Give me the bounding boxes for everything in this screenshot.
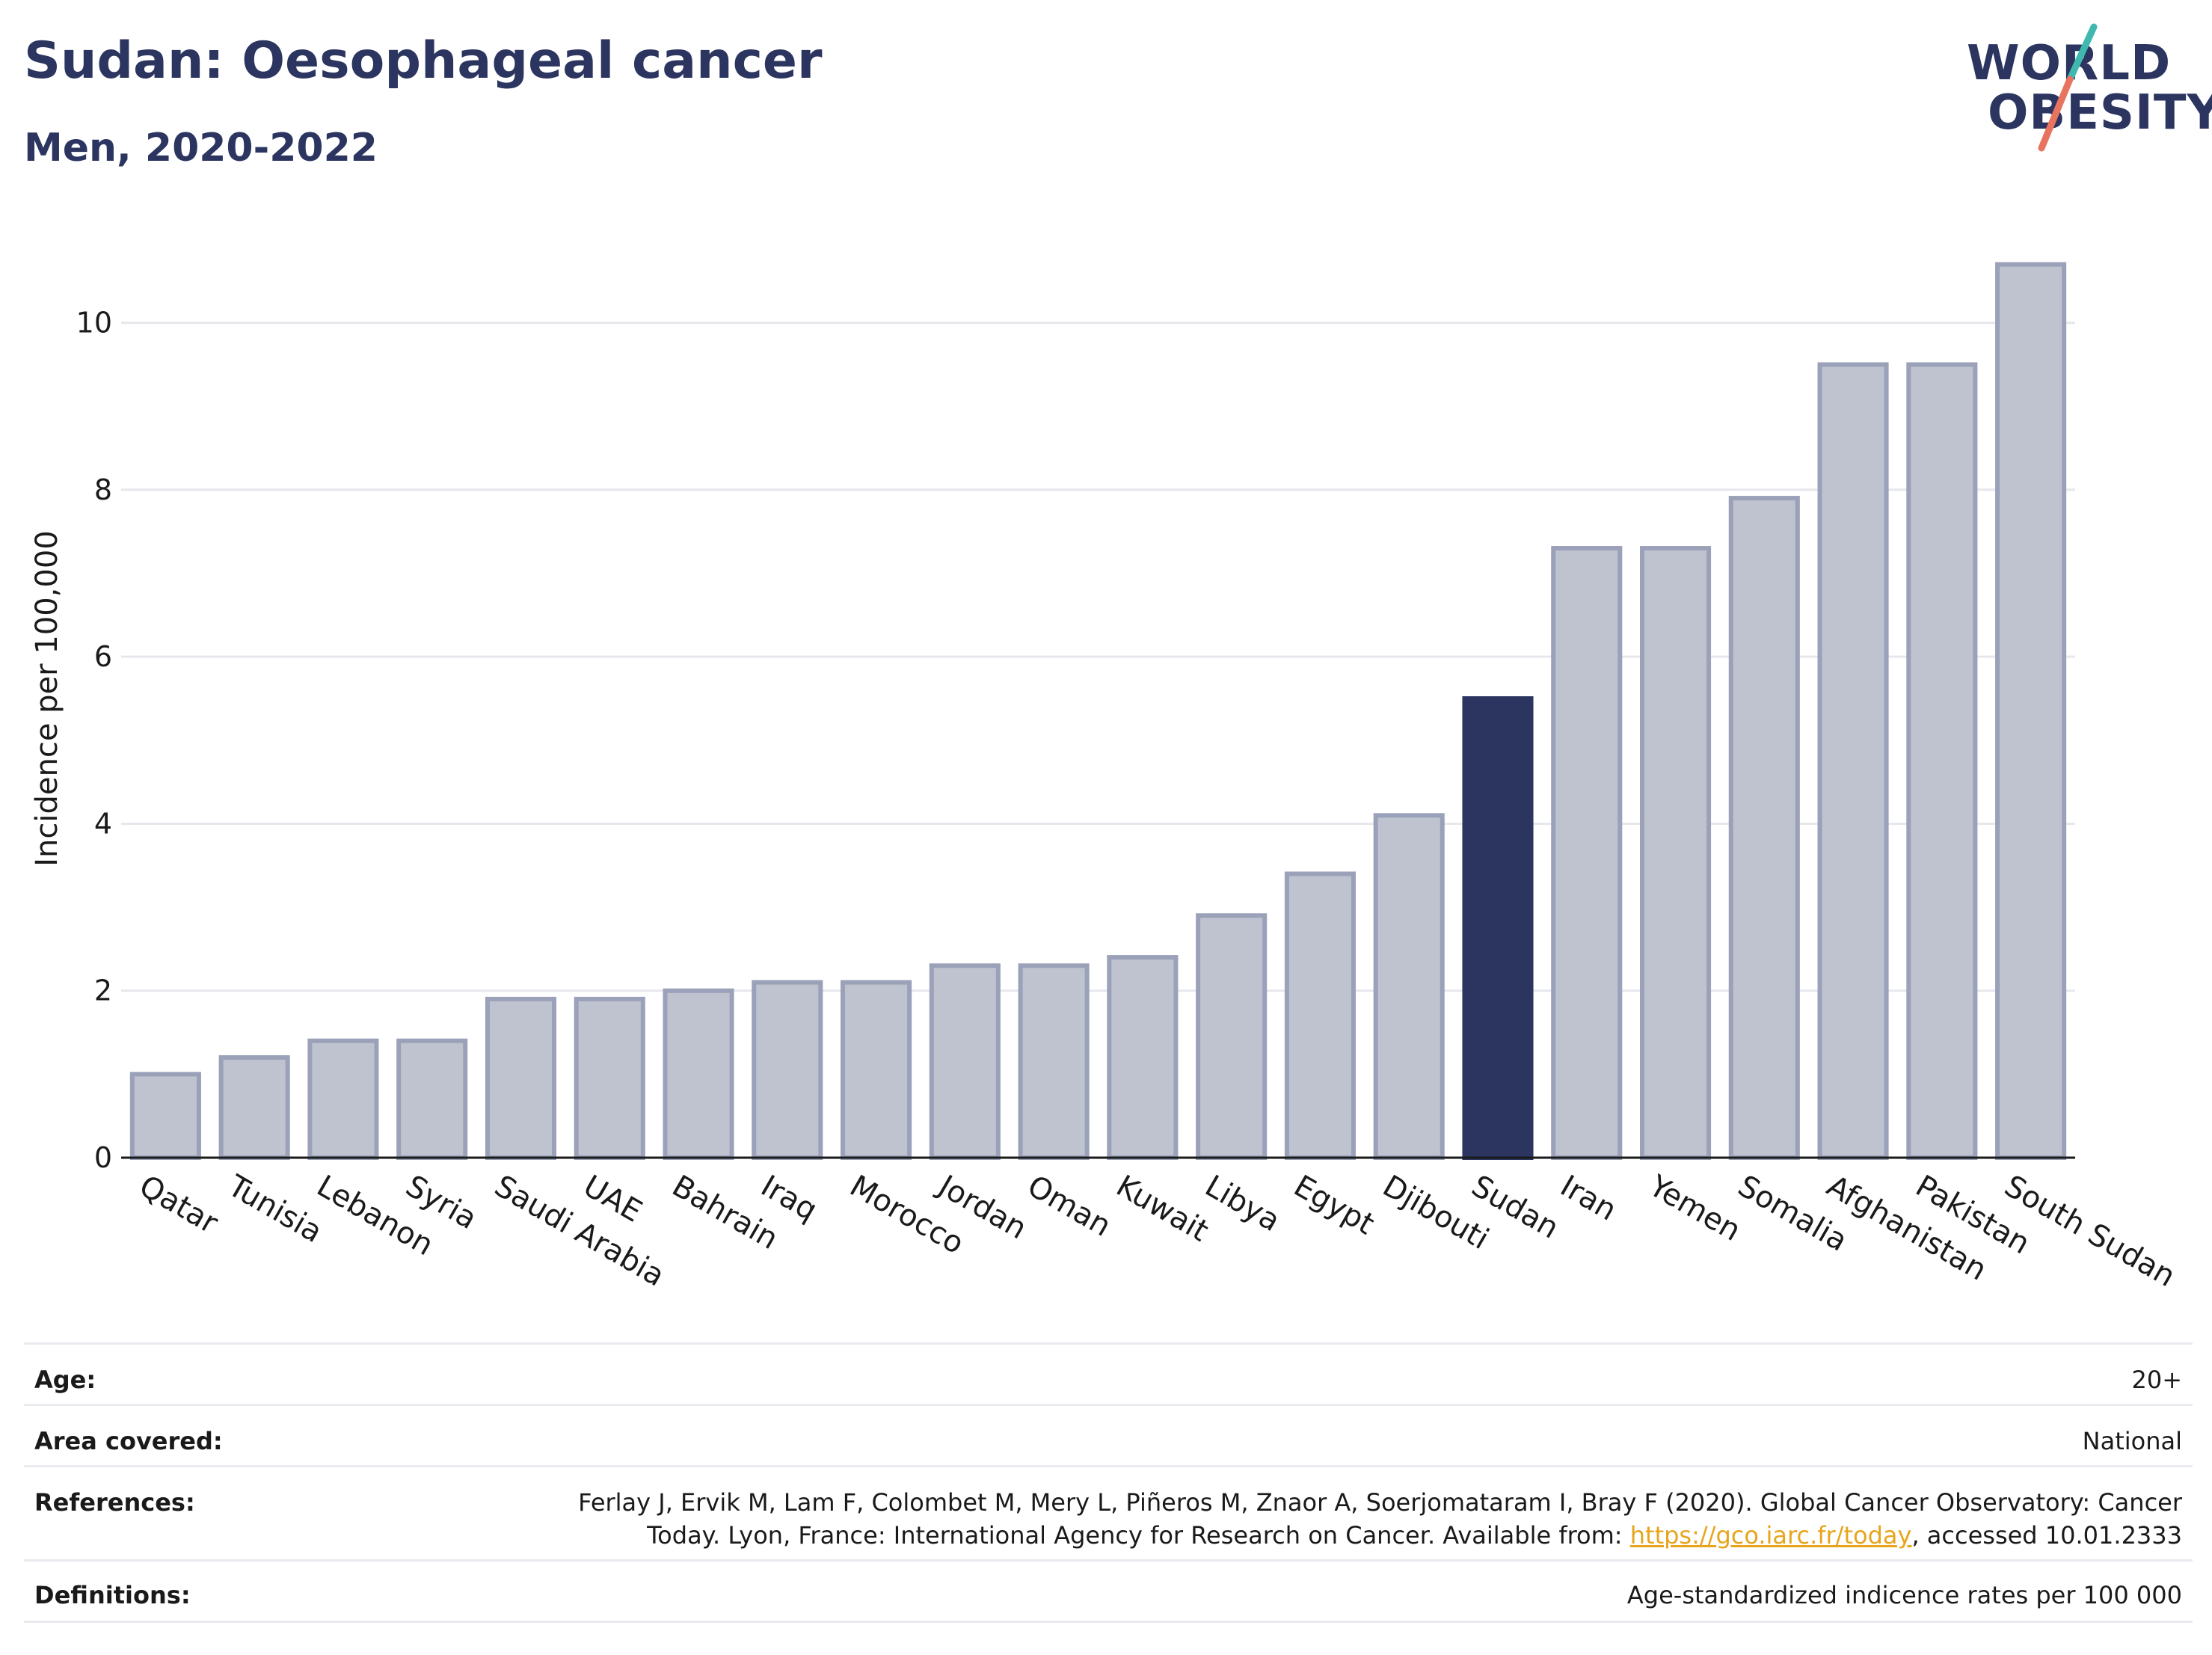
bar-afghanistan — [1817, 362, 1889, 1160]
y-tick-label: 0 — [94, 1141, 112, 1174]
y-tick-label: 8 — [94, 473, 112, 506]
references-line-2-pre: Today. Lyon, France: International Agenc… — [647, 1521, 1630, 1550]
bar-libya — [1196, 913, 1268, 1160]
bar-bahrain — [663, 988, 734, 1161]
meta-row-definitions: Definitions: Age-standardized indicence … — [24, 1559, 2193, 1623]
bar-jordan — [929, 963, 1001, 1160]
x-tick-label: Yemen — [1643, 1168, 1747, 1248]
bar-iraq — [752, 980, 823, 1160]
definitions-label: Definitions: — [34, 1581, 191, 1609]
bar-egypt — [1284, 871, 1356, 1160]
x-tick-label: Oman — [1021, 1169, 1116, 1244]
bar-sudan — [1462, 696, 1534, 1160]
area-label: Area covered: — [34, 1427, 223, 1455]
references-label: References: — [34, 1488, 195, 1517]
bar-oman — [1018, 963, 1090, 1160]
meta-row-age: Age: 20+ — [24, 1342, 2193, 1406]
x-tick-label: Qatar — [133, 1169, 224, 1241]
references-line-2: Today. Lyon, France: International Agenc… — [647, 1521, 2182, 1550]
logo-slash-icon — [2038, 23, 2098, 152]
y-tick-label: 6 — [94, 640, 112, 673]
bar-lebanon — [307, 1038, 379, 1161]
page-subtitle: Men, 2020-2022 — [24, 126, 378, 171]
bar-saudi-arabia — [485, 996, 557, 1160]
bar-pakistan — [1906, 362, 1978, 1160]
bar-djibouti — [1373, 813, 1445, 1160]
logo-line-2: OBESITY — [1988, 85, 2212, 141]
meta-bottom-rule — [24, 1621, 2193, 1623]
meta-row-area: Area covered: National — [24, 1404, 2193, 1467]
bar-chart: 0 2 4 6 8 10 Incidence per 100,000 QatarTunisia… — [30, 262, 2181, 1294]
definitions-value: Age-standardized indicence rates per 100… — [1626, 1581, 2182, 1609]
bar-somalia — [1728, 496, 1800, 1160]
meta-row-references: References: Ferlay J, Ervik M, Lam F, Co… — [24, 1465, 2193, 1562]
x-tick-label: Egypt — [1288, 1169, 1380, 1242]
bar-iran — [1551, 546, 1623, 1160]
x-tick-label: Kuwait — [1110, 1169, 1214, 1249]
y-tick-label: 4 — [94, 807, 112, 840]
page-title: Sudan: Oesophageal cancer — [24, 31, 823, 90]
bar-syria — [396, 1038, 468, 1161]
world-obesity-logo: WORLD OBESITY — [1944, 21, 2212, 163]
age-label: Age: — [34, 1366, 96, 1394]
bar-yemen — [1639, 546, 1712, 1160]
references-link[interactable]: https://gco.iarc.fr/today — [1629, 1521, 1912, 1550]
bar-kuwait — [1107, 955, 1179, 1161]
references-line-1: Ferlay J, Ervik M, Lam F, Colombet M, Me… — [578, 1488, 2182, 1517]
bar-morocco — [841, 980, 912, 1160]
x-tick-label: Iran — [1555, 1169, 1623, 1228]
bar-uae — [574, 996, 645, 1160]
x-tick-label: Tunisia — [221, 1168, 328, 1250]
x-tick-label: Libya — [1199, 1169, 1286, 1238]
y-axis-label: Incidence per 100,000 — [30, 530, 64, 867]
area-value: National — [2082, 1427, 2182, 1455]
x-tick-label: Saudi Arabia — [488, 1169, 670, 1294]
bar-south-sudan — [1995, 262, 2067, 1160]
y-tick-label: 2 — [94, 974, 112, 1007]
references-line-2-post: , accessed 10.01.2333 — [1911, 1521, 2182, 1550]
age-value: 20+ — [2131, 1366, 2182, 1394]
y-tick-label: 10 — [76, 307, 112, 340]
bar-qatar — [129, 1072, 201, 1161]
bar-tunisia — [218, 1055, 290, 1161]
